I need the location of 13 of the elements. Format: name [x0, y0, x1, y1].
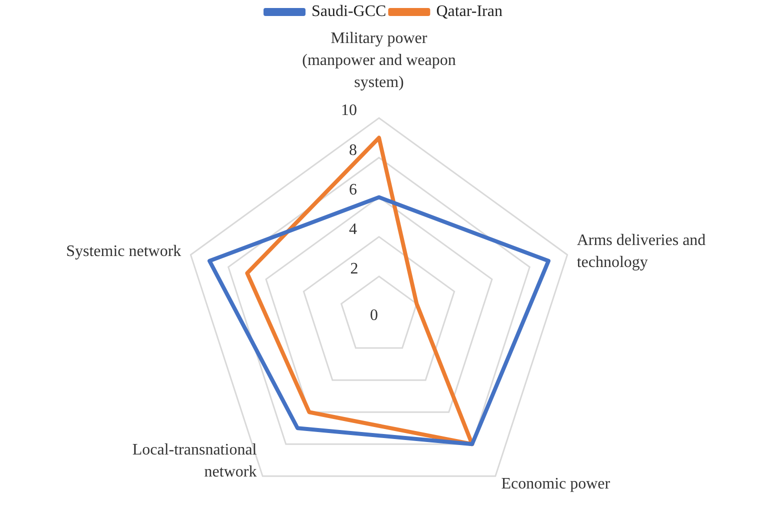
legend-label: Saudi-GCC [312, 3, 386, 20]
spoke-label: Systemic network [66, 242, 182, 260]
y-tick-label: 2 [350, 260, 358, 278]
legend-label: Qatar-Iran [436, 3, 502, 20]
y-tick-label: 8 [349, 142, 357, 159]
y-tick-label: 0 [370, 307, 378, 324]
y-tick-label: 10 [341, 102, 357, 120]
spoke-label: Arms deliveries and technology [576, 232, 706, 271]
spoke-label: Local-transnational network [132, 441, 258, 480]
y-tick-label: 6 [349, 181, 357, 198]
y-tick-label: 4 [349, 221, 357, 238]
spoke-label: Military power (manpower and weapon system) [302, 30, 456, 92]
spoke-label: Economic power [501, 475, 611, 492]
